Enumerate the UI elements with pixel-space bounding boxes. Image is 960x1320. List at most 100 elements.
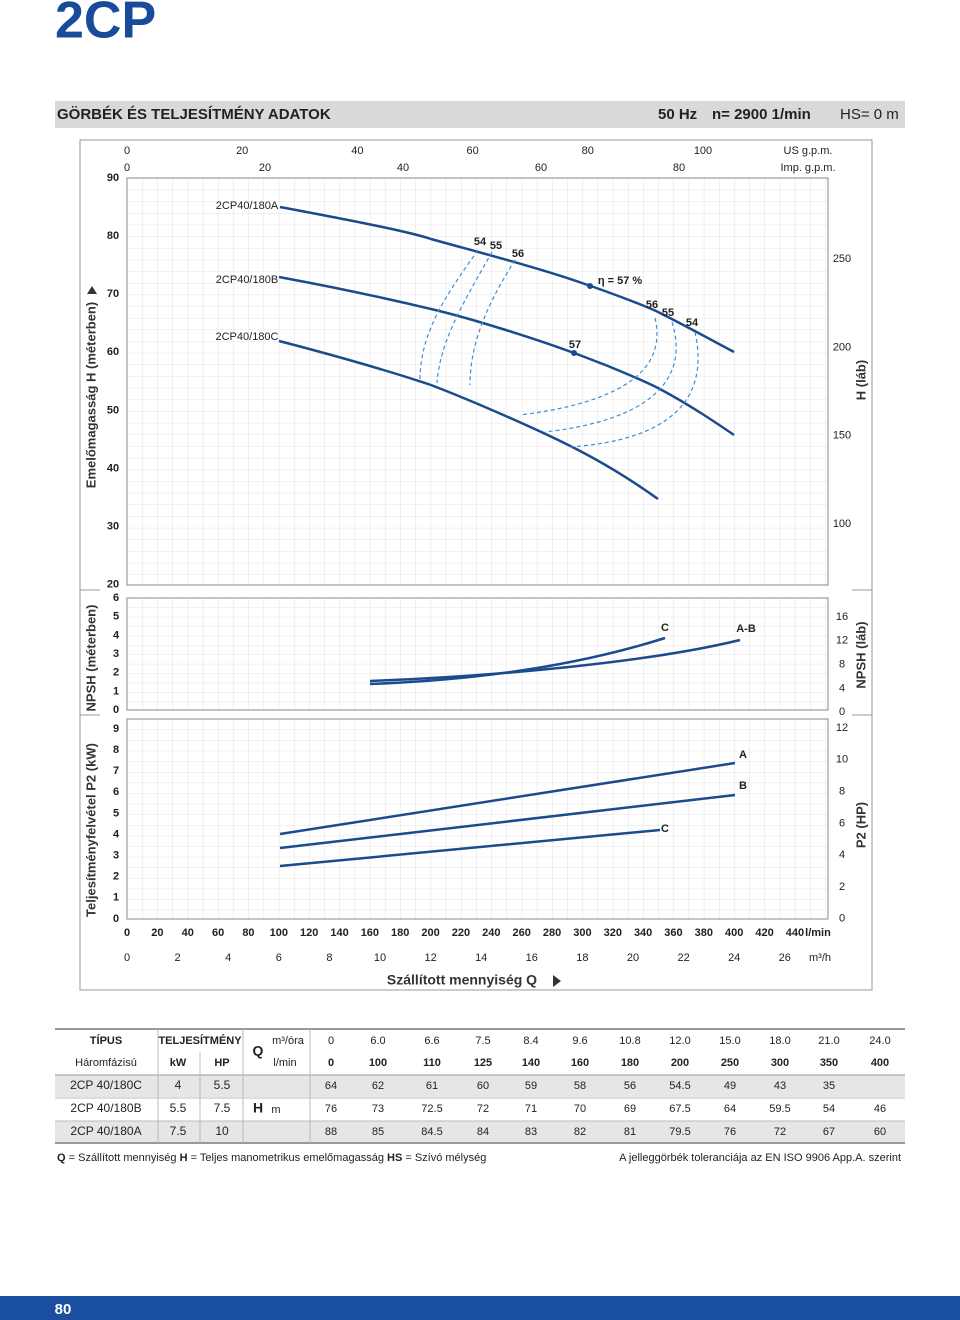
table-header: l/min	[273, 1057, 296, 1069]
p2-hp-tick: 6	[839, 817, 845, 829]
head-value: 82	[574, 1126, 586, 1138]
title-band	[55, 101, 905, 128]
row-type: 2CP 40/180B	[70, 1101, 141, 1115]
lmin-tick: 380	[695, 927, 713, 939]
head-value: 72	[774, 1126, 786, 1138]
p2-hp-tick: 2	[839, 881, 845, 893]
footer-legend: Q = Szállított mennyiség H = Teljes mano…	[57, 1152, 486, 1164]
row-bg	[55, 1075, 905, 1097]
efficiency-label: 55	[662, 307, 674, 319]
h-tick: 20	[107, 579, 119, 591]
efficiency-label: 57	[569, 339, 581, 351]
lmin-value: 400	[871, 1057, 889, 1069]
lmin-tick: 300	[573, 927, 591, 939]
table-header: H	[253, 1100, 263, 1116]
lmin-tick: 60	[212, 927, 224, 939]
head-value: 43	[774, 1080, 786, 1092]
npsh-tick: 1	[113, 685, 119, 697]
head-value: 58	[574, 1080, 586, 1092]
row-kw: 5.5	[170, 1101, 187, 1115]
m3h-tick: 6	[276, 952, 282, 964]
axis-unit: Imp. g.p.m.	[780, 162, 835, 174]
head-value: 62	[372, 1080, 384, 1092]
m3h-tick: 12	[424, 952, 436, 964]
efficiency-curve	[569, 331, 699, 448]
us-gpm-tick: 0	[124, 145, 130, 157]
head-value: 67	[823, 1126, 835, 1138]
npsh-ft-tick: 4	[839, 682, 845, 694]
row-type: 2CP 40/180A	[70, 1124, 141, 1138]
efficiency-label: 56	[646, 299, 658, 311]
m3h-tick: 14	[475, 952, 487, 964]
h-ft-tick: 100	[833, 518, 851, 530]
h-tick: 50	[107, 404, 119, 416]
band-title: GÖRBÉK ÉS TELJESÍTMÉNY ADATOK	[57, 106, 331, 123]
p2-curve-a	[279, 761, 736, 836]
lmin-tick: 400	[725, 927, 743, 939]
npsh-ft-tick: 16	[836, 611, 848, 623]
p2-tick: 6	[113, 786, 119, 798]
legend-text: = Szívó mélység	[405, 1152, 486, 1164]
npsh-grid	[126, 597, 829, 711]
head-value: 76	[325, 1103, 337, 1115]
h-tick: 40	[107, 462, 119, 474]
head-value: 60	[477, 1080, 489, 1092]
lmin-tick: 440	[786, 927, 804, 939]
table-header: Háromfázisú	[75, 1057, 137, 1069]
npsh-curve-c	[369, 636, 666, 686]
row-type: 2CP 40/180C	[70, 1078, 142, 1092]
m3h-value: 10.8	[619, 1035, 640, 1047]
lmin-value: 125	[474, 1057, 492, 1069]
npsh-label: A-B	[736, 623, 756, 635]
m3h-value: 12.0	[669, 1035, 690, 1047]
npsh-curve-ab	[369, 638, 741, 683]
table-header: kW	[170, 1057, 187, 1069]
head-value: 71	[525, 1103, 537, 1115]
head-value: 79.5	[669, 1126, 690, 1138]
p2-grid	[126, 718, 829, 920]
curve-label: 2CP40/180B	[216, 274, 278, 286]
efficiency-label: 56	[512, 248, 524, 260]
head-value: 67.5	[669, 1103, 690, 1115]
h-ft-tick: 150	[833, 430, 851, 442]
row-hp: 7.5	[214, 1101, 231, 1115]
us-gpm-tick: 40	[351, 145, 363, 157]
row-hp: 10	[215, 1124, 229, 1138]
legend-text: = Teljes manometrikus emelőmagasság	[191, 1152, 384, 1164]
npsh-axis-title: NPSH (méterben)	[83, 605, 98, 712]
head-value: 61	[426, 1080, 438, 1092]
lmin-tick: 200	[421, 927, 439, 939]
legend-key: H	[180, 1152, 188, 1164]
h-tick: 30	[107, 521, 119, 533]
npsh-ft-tick: 0	[839, 706, 845, 718]
lmin-tick: 120	[300, 927, 318, 939]
npsh-label: C	[661, 622, 669, 634]
npsh-tick: 3	[113, 648, 119, 660]
head-value: 59	[525, 1080, 537, 1092]
m3h-value: 7.5	[475, 1035, 490, 1047]
m3h-value: 0	[328, 1035, 334, 1047]
efficiency-curve	[436, 251, 493, 384]
m3h-value: 18.0	[769, 1035, 790, 1047]
npsh-tick: 6	[113, 592, 119, 604]
lmin-tick: 0	[124, 927, 130, 939]
npsh-ft-tick: 12	[836, 635, 848, 647]
lmin-tick: 80	[242, 927, 254, 939]
npsh-ft-tick: 8	[839, 659, 845, 671]
head-value: 60	[874, 1126, 886, 1138]
lmin-value: 160	[571, 1057, 589, 1069]
legend-key: HS	[387, 1152, 402, 1164]
lmin-tick: 160	[361, 927, 379, 939]
m3h-tick: 26	[779, 952, 791, 964]
p2-axis-title: Teljesítményfelvétel P2 (kW)	[83, 743, 98, 917]
head-value: 73	[372, 1103, 384, 1115]
p2-curve-c	[279, 828, 661, 868]
h-axis-title: Emelőmagasság H (méterben)	[83, 302, 98, 488]
p2-tick: 0	[113, 913, 119, 925]
imp-gpm-tick: 60	[535, 162, 547, 174]
imp-gpm-tick: 80	[673, 162, 685, 174]
p2-tick: 8	[113, 744, 119, 756]
head-value: 49	[724, 1080, 736, 1092]
h-ft-tick: 250	[833, 253, 851, 265]
npsh-tick: 4	[113, 629, 120, 641]
